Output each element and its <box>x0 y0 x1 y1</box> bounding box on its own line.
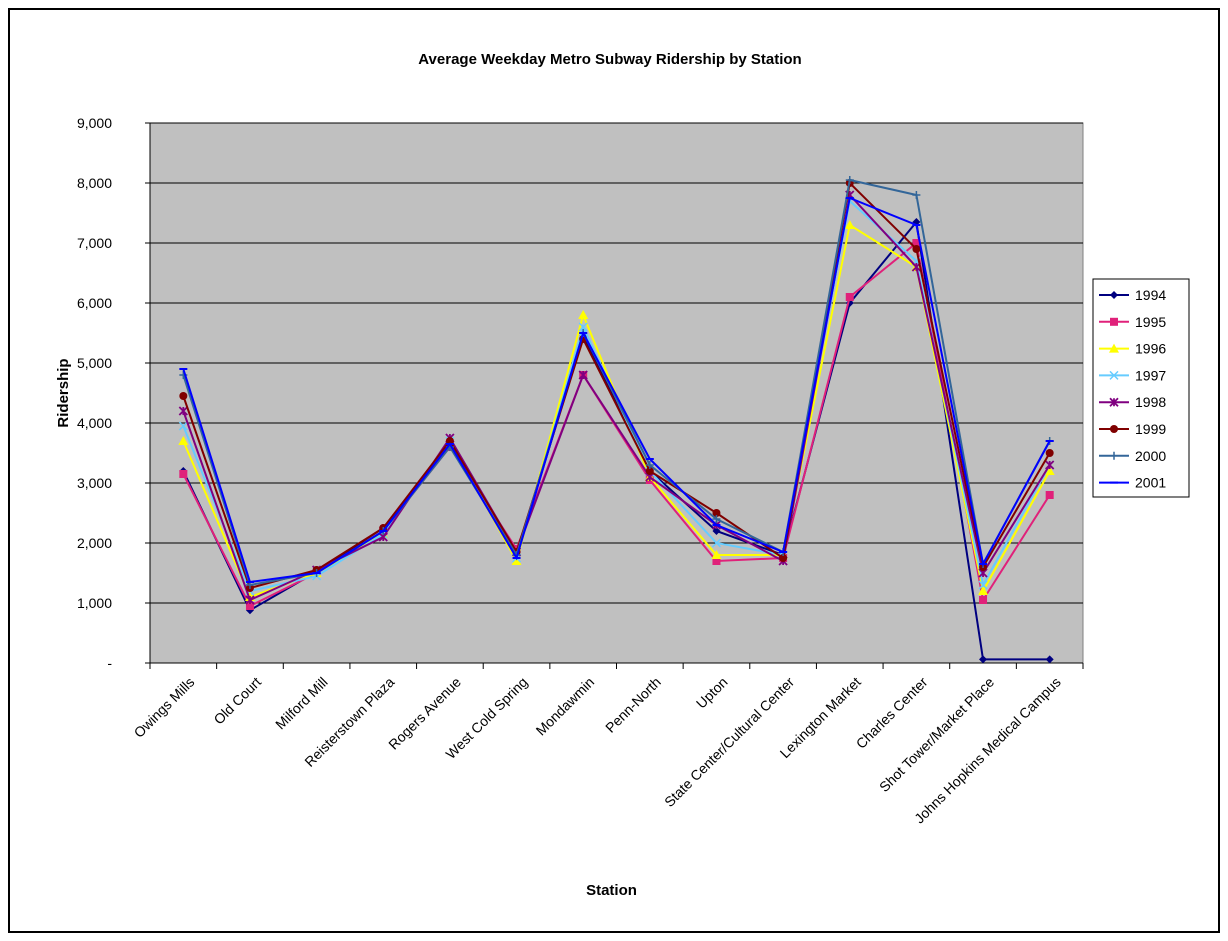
data-point-1996 <box>844 220 855 229</box>
data-point-1995 <box>179 470 188 478</box>
data-point-1998 <box>245 595 255 605</box>
data-point-1995 <box>845 293 854 301</box>
x-tick-label: Old Court <box>210 674 264 728</box>
legend-label: 1999 <box>1135 421 1166 437</box>
series-2001 <box>179 196 1054 584</box>
legend-label: 1998 <box>1135 394 1166 410</box>
data-point-1995 <box>979 596 988 604</box>
data-point-1996 <box>711 550 722 559</box>
series-line-1998 <box>182 192 1051 602</box>
data-point-1999 <box>779 554 788 562</box>
legend-item: 1994 <box>1099 287 1166 303</box>
data-point-1996 <box>511 556 522 565</box>
legend-marker <box>1109 397 1119 407</box>
data-point-1995 <box>712 557 721 565</box>
data-point-1995 <box>245 602 254 610</box>
data-point-2000 <box>712 515 721 523</box>
legend-label: 1994 <box>1135 287 1166 303</box>
data-point-1997 <box>711 538 721 548</box>
data-point-2000 <box>912 191 921 199</box>
data-point-1997 <box>578 322 588 332</box>
data-point-1999 <box>912 245 921 253</box>
legend-marker <box>1110 291 1118 299</box>
legend-box <box>1092 278 1190 498</box>
x-tick-label: State Center/Cultural Center <box>661 674 797 810</box>
legend-label: 1997 <box>1135 367 1166 383</box>
x-axis: Owings Mills Old Court Milford MillReister… <box>131 662 1084 827</box>
x-axis-title: Station <box>586 882 637 899</box>
legend-marker <box>1110 425 1118 433</box>
legend-marker <box>1110 317 1118 326</box>
y-tick-label: 2,000 <box>77 535 112 551</box>
data-point-1996 <box>978 586 989 595</box>
legend-label: 1996 <box>1135 341 1166 357</box>
data-point-1999 <box>645 467 654 475</box>
y-tick-label: 9,000 <box>77 115 112 131</box>
x-tick-label: Upton <box>693 674 731 712</box>
data-point-1994 <box>1045 655 1054 664</box>
data-point-1999 <box>179 392 188 400</box>
legend-item: 1995 <box>1099 314 1166 330</box>
data-point-2000 <box>845 176 854 184</box>
y-tick-label: - <box>107 655 112 671</box>
series-line-2001 <box>182 196 1051 584</box>
y-tick-label: 5,000 <box>77 355 112 371</box>
legend-item: 1999 <box>1099 421 1166 437</box>
data-point-2000 <box>645 461 654 469</box>
x-tick-label: Mondawmin <box>533 674 598 739</box>
data-point-1994 <box>979 655 988 664</box>
y-tick-label: 3,000 <box>77 475 112 491</box>
legend-item: 1998 <box>1099 394 1166 410</box>
legend-item: 2000 <box>1099 448 1166 464</box>
data-point-1999 <box>1045 449 1054 457</box>
legend-marker <box>1110 451 1118 460</box>
data-point-1998 <box>178 406 188 416</box>
legend-marker <box>1109 370 1119 380</box>
y-tick-label: 6,000 <box>77 295 112 311</box>
data-point-1994 <box>712 527 721 535</box>
y-tick-label: 7,000 <box>77 235 112 251</box>
series-group <box>178 176 1055 664</box>
legend-label: 1995 <box>1135 314 1166 330</box>
legend-item: 1997 <box>1099 367 1166 383</box>
series-line-1999 <box>182 180 1051 590</box>
data-point-1996 <box>178 436 189 445</box>
data-point-1998 <box>1045 460 1055 470</box>
legend-label: 2001 <box>1135 475 1166 491</box>
x-tick-label: Shot Tower/Market Place <box>876 674 997 795</box>
data-point-1995 <box>912 239 921 247</box>
legend-label: 2000 <box>1135 448 1166 464</box>
legend-marker <box>1109 343 1119 353</box>
data-point-1997 <box>978 580 988 590</box>
x-tick-label: Owings Mills <box>131 674 198 741</box>
legend-item: 1996 <box>1099 341 1166 357</box>
data-point-1997 <box>178 421 188 431</box>
y-axis-title: Ridership <box>55 358 72 427</box>
legend-item: 2001 <box>1099 475 1166 491</box>
x-tick-label: Johns Hopkins Medical Campus <box>911 674 1064 827</box>
data-point-1998 <box>578 370 588 380</box>
gridlines <box>150 122 1083 604</box>
y-tick-label: 4,000 <box>77 415 112 431</box>
x-tick-label: Penn-North <box>602 674 664 736</box>
data-point-1995 <box>1045 491 1054 499</box>
y-tick-label: 8,000 <box>77 175 112 191</box>
x-tick-label: Milford Mill <box>272 674 331 733</box>
data-point-1996 <box>1044 466 1055 475</box>
chart-title: Average Weekday Metro Subway Ridership b… <box>418 51 801 68</box>
data-point-1996 <box>578 310 589 319</box>
legend: 1994 1995 1996 1997 1998 1999 2000 2001 <box>1092 278 1190 498</box>
y-tick-label: 1,000 <box>77 595 112 611</box>
y-axis: - 1,000 2,000 3,000 4,000 5,000 6,000 7,000 8,00… <box>77 115 151 671</box>
data-point-1999 <box>712 509 721 517</box>
